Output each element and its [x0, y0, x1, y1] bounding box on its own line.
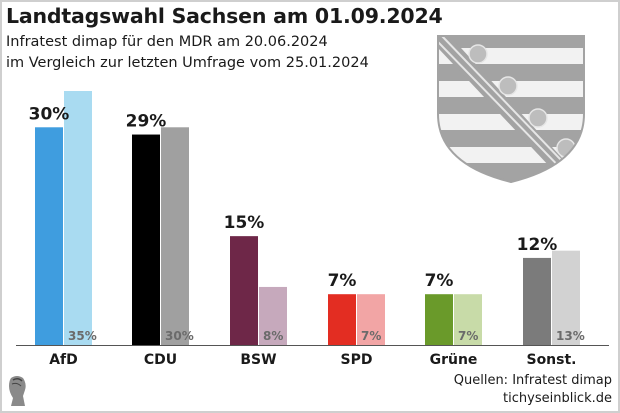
data-label-previous: 35% [68, 329, 97, 343]
data-label-current: 29% [126, 112, 167, 132]
x-tick-label: Grüne [430, 352, 478, 368]
bar-bsw-current [230, 236, 258, 345]
x-tick-label: SPD [341, 352, 373, 368]
x-tick-label: AfD [49, 352, 78, 368]
bar-sonst-previous [552, 250, 580, 345]
data-label-current: 7% [328, 271, 357, 291]
source-note: Quellen: Infratest dimap [453, 373, 612, 388]
chart-title: Landtagswahl Sachsen am 01.09.2024 [6, 4, 443, 28]
website-credit: tichyseinblick.de [503, 391, 612, 406]
bar-spd-previous [357, 294, 385, 345]
bar-grne-current [425, 294, 453, 345]
bar-cdu-current [132, 134, 160, 345]
chart-subtitle: Infratest dimap für den MDR am 20.06.202… [6, 34, 328, 50]
bar-afd-previous [64, 91, 92, 345]
data-label-current: 7% [425, 271, 454, 291]
data-label-previous: 7% [458, 329, 478, 343]
bar-sonst-current [523, 257, 551, 345]
data-label-current: 12% [517, 235, 558, 255]
data-label-current: 30% [29, 104, 70, 124]
bar-afd-current [35, 127, 63, 346]
bar-bsw-previous [259, 286, 287, 345]
tichys-einblick-logo-icon [9, 376, 26, 406]
data-label-previous: 7% [361, 329, 381, 343]
bar-spd-current [328, 294, 356, 345]
data-label-current: 15% [224, 213, 265, 233]
data-label-previous: 13% [556, 329, 585, 343]
x-tick-label: BSW [240, 352, 276, 368]
data-label-previous: 30% [165, 329, 194, 343]
chart-comparison-note: im Vergleich zur letzten Umfrage vom 25.… [6, 55, 369, 71]
data-label-previous: 8% [263, 329, 283, 343]
saxony-coat-of-arms-icon [437, 35, 585, 184]
x-tick-label: CDU [144, 352, 177, 368]
bar-cdu-previous [161, 127, 189, 346]
bar-grne-previous [454, 294, 482, 345]
x-tick-label: Sonst. [526, 352, 576, 368]
